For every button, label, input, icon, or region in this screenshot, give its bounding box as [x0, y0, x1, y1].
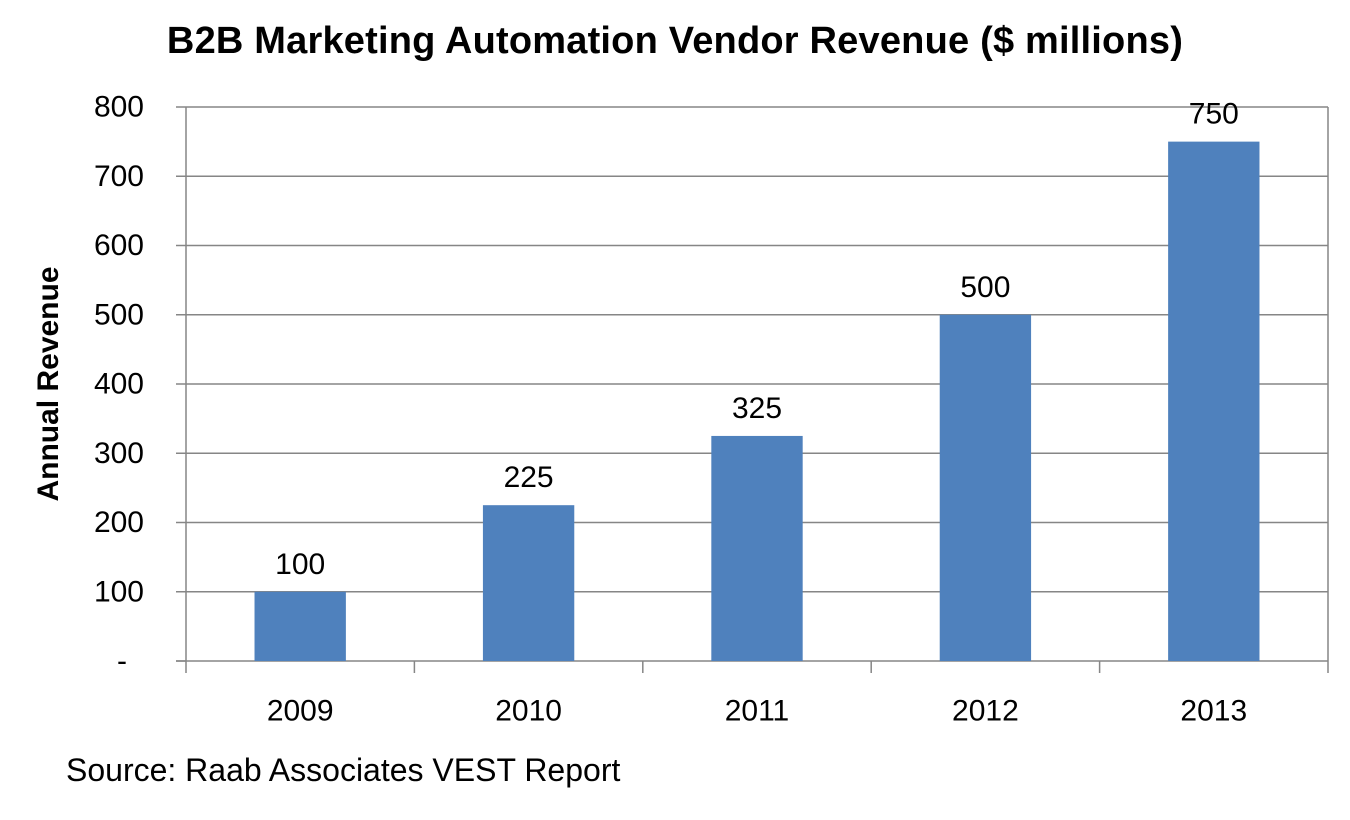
bar-2012	[939, 314, 1032, 661]
y-tick-label: 500	[94, 298, 144, 331]
y-axis-tick-labels: - 100 200 300 400 500 600 700 800	[94, 91, 144, 678]
x-tick-label-2013: 2013	[1180, 695, 1247, 728]
y-tick-label: 700	[94, 160, 144, 193]
y-tick-label: -	[117, 645, 127, 678]
y-tick-label: 400	[94, 368, 144, 401]
data-label-2010: 225	[504, 461, 554, 494]
y-tick-label: 600	[94, 229, 144, 262]
x-tick-label-2009: 2009	[267, 695, 334, 728]
data-labels: 100 225 325 500 750	[275, 98, 1239, 581]
source-note: Source: Raab Associates VEST Report	[66, 752, 621, 788]
y-tick-label: 200	[94, 506, 144, 539]
chart-title: B2B Marketing Automation Vendor Revenue …	[166, 20, 1184, 62]
y-tick-label: 300	[94, 437, 144, 470]
data-label-2013: 750	[1189, 98, 1239, 131]
y-tick-label: 100	[94, 575, 144, 608]
y-axis-title: Annual Revenue	[32, 266, 65, 501]
bar-2013	[1168, 141, 1260, 661]
bar-2010	[482, 505, 575, 661]
data-label-2011: 325	[732, 392, 782, 425]
x-tick-label-2010: 2010	[495, 695, 562, 728]
axes	[176, 106, 1329, 673]
bar-2009	[254, 591, 346, 661]
data-label-2012: 500	[960, 271, 1010, 304]
y-tick-label: 800	[94, 91, 144, 124]
x-tick-label-2011: 2011	[725, 695, 790, 728]
bar-2011	[711, 435, 803, 661]
x-tick-label-2012: 2012	[952, 695, 1019, 728]
bars	[254, 141, 1260, 661]
data-label-2009: 100	[275, 548, 325, 581]
x-axis-tick-labels: 2009 2010 2011 2012 2013	[267, 695, 1247, 728]
